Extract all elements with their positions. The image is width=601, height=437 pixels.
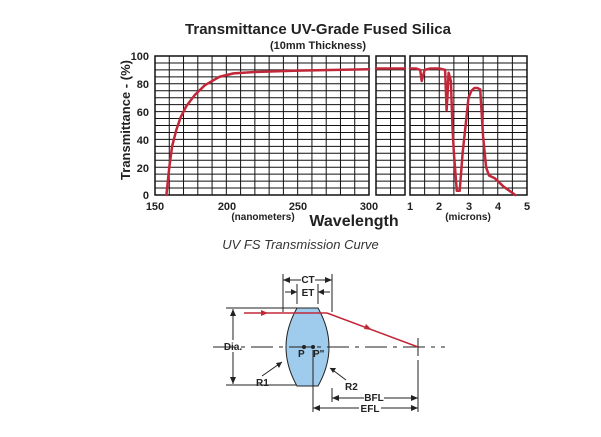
x-tick-label: 200: [218, 201, 236, 213]
series-line-panel-1: [165, 67, 371, 197]
p-label: P: [298, 349, 305, 360]
panel-1-unit-label: (nanometers): [231, 212, 294, 223]
chart-title: Transmittance UV-Grade Fused Silica: [185, 21, 452, 38]
chart-panel-2: [375, 55, 406, 196]
y-tick-label: 100: [131, 51, 149, 63]
x-tick-label: 300: [360, 201, 378, 213]
efl-label: EFL: [361, 404, 380, 415]
chart-panel-1: [154, 55, 370, 196]
ct-label: CT: [301, 275, 314, 286]
bfl-label: BFL: [364, 393, 383, 404]
figure-caption: UV FS Transmission Curve: [222, 237, 379, 252]
principal-point-p: [302, 345, 306, 349]
r2-label: R2: [345, 382, 358, 393]
x-tick-label: 4: [495, 201, 502, 213]
plot-frame: [375, 55, 406, 196]
panel-3-unit-label: (microns): [445, 212, 491, 223]
plot-frame: [154, 55, 370, 196]
chart-panel-3: [409, 55, 528, 196]
x-tick-label: 3: [466, 201, 472, 213]
plot-frame: [409, 55, 528, 196]
y-tick-label: 60: [137, 107, 149, 119]
x-tick-label: 150: [146, 201, 164, 213]
et-label: ET: [302, 288, 315, 299]
y-axis-label: Transmittance - (%): [118, 60, 133, 180]
x-tick-label: 5: [524, 201, 530, 213]
x-tick-label: 250: [289, 201, 307, 213]
x-tick-label: 1: [407, 201, 413, 213]
r1-label: R1: [256, 378, 269, 389]
light-ray-out: [326, 312, 419, 348]
x-axis-label: Wavelength: [309, 213, 398, 230]
chart-subtitle: (10mm Thickness): [270, 40, 366, 52]
y-tick-label: 80: [137, 79, 149, 91]
series-line-panel-3: [408, 67, 517, 197]
x-tick-label: 2: [436, 201, 442, 213]
y-tick-label: 0: [143, 190, 149, 202]
principal-point-p2: [311, 345, 315, 349]
y-tick-label: 40: [137, 135, 149, 147]
p2-label: P": [313, 349, 325, 360]
lens-diagram: CT ET Dia. P P" R: [213, 274, 445, 415]
y-tick-label: 20: [137, 163, 149, 175]
